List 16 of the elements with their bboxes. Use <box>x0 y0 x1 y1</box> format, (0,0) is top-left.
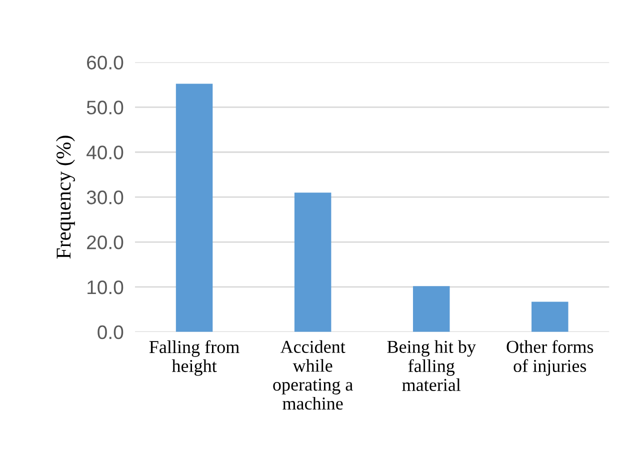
x-tick-label: Other forms of injuries <box>506 340 594 376</box>
bar <box>176 84 213 332</box>
x-tick-label: Falling from height <box>149 340 240 376</box>
y-tick-label: 40.0 <box>86 146 124 160</box>
y-tick-label: 60.0 <box>87 56 124 70</box>
y-tick-label: 0.0 <box>98 325 124 340</box>
y-tick-label: 30.0 <box>86 190 124 204</box>
y-tick-label: 20.0 <box>87 235 124 250</box>
bar <box>532 302 568 332</box>
bar <box>412 286 450 332</box>
y-tick-label: 10.0 <box>88 280 124 294</box>
y-tick-label: 50.0 <box>86 100 124 114</box>
x-tick-label: Being hit by falling material <box>387 340 476 392</box>
x-tick-label: Accident while operating a machine <box>273 340 353 410</box>
y-axis-title: Frequency (%) <box>56 136 75 259</box>
bar <box>294 192 332 332</box>
